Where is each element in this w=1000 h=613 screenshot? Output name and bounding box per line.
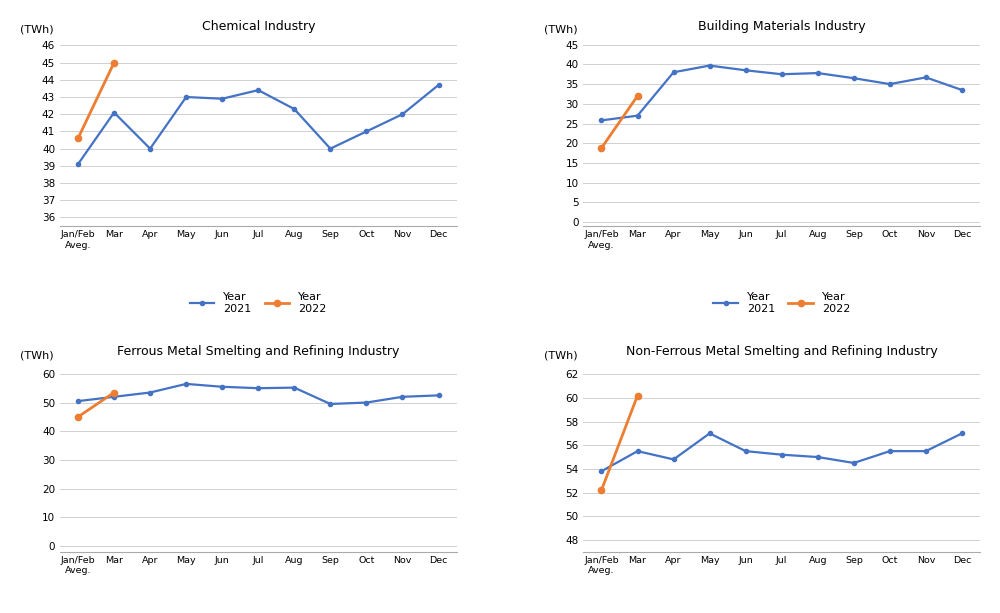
Title: Building Materials Industry: Building Materials Industry (698, 20, 866, 33)
Year
2022 (595, 487, 607, 494)
Year
2021 (252, 384, 264, 392)
Year
2021 (668, 455, 680, 463)
Line: Year
2021: Year 2021 (599, 432, 964, 473)
Title: Chemical Industry: Chemical Industry (202, 20, 315, 33)
Year
2021 (740, 447, 752, 455)
Year
2021 (632, 112, 644, 120)
Line: Year
2022: Year 2022 (75, 389, 117, 420)
Year
2021 (108, 109, 120, 116)
Year
2021 (920, 447, 932, 455)
Year
2021 (920, 74, 932, 81)
Year
2021 (848, 459, 860, 466)
Year
2021 (704, 62, 716, 69)
Year
2021 (956, 86, 968, 94)
Year
2021 (595, 116, 607, 124)
Year
2022 (632, 392, 644, 399)
Year
2021 (180, 380, 192, 387)
Line: Year
2021: Year 2021 (76, 382, 441, 406)
Title: Non-Ferrous Metal Smelting and Refining Industry: Non-Ferrous Metal Smelting and Refining … (626, 346, 938, 359)
Year
2021 (72, 397, 84, 405)
Year
2021 (668, 69, 680, 76)
Year
2021 (180, 93, 192, 101)
Year
2021 (848, 75, 860, 82)
Year
2021 (740, 67, 752, 74)
Year
2021 (216, 383, 228, 390)
Year
2021 (884, 80, 896, 88)
Year
2021 (776, 451, 788, 459)
Text: (TWh): (TWh) (544, 25, 577, 35)
Year
2022 (72, 413, 84, 421)
Year
2021 (433, 392, 445, 399)
Year
2021 (144, 389, 156, 396)
Year
2021 (812, 69, 824, 77)
Legend: Year
2021, Year
2022: Year 2021, Year 2022 (190, 292, 327, 314)
Legend: Year
2021, Year
2022: Year 2021, Year 2022 (713, 292, 850, 314)
Year
2021 (632, 447, 644, 455)
Year
2022 (632, 93, 644, 100)
Year
2021 (396, 110, 408, 118)
Year
2022 (108, 59, 120, 66)
Title: Ferrous Metal Smelting and Refining Industry: Ferrous Metal Smelting and Refining Indu… (117, 346, 399, 359)
Year
2021 (252, 86, 264, 94)
Year
2021 (216, 95, 228, 102)
Year
2021 (595, 468, 607, 475)
Year
2021 (288, 105, 300, 113)
Year
2021 (72, 161, 84, 168)
Year
2021 (433, 82, 445, 89)
Year
2021 (360, 399, 372, 406)
Line: Year
2022: Year 2022 (598, 392, 641, 493)
Year
2021 (956, 430, 968, 437)
Year
2022 (595, 144, 607, 151)
Line: Year
2022: Year 2022 (598, 93, 641, 151)
Text: (TWh): (TWh) (544, 351, 577, 360)
Year
2021 (360, 128, 372, 135)
Year
2021 (324, 145, 336, 152)
Year
2021 (396, 393, 408, 400)
Year
2021 (812, 454, 824, 461)
Text: (TWh): (TWh) (20, 25, 54, 35)
Year
2021 (776, 70, 788, 78)
Text: (TWh): (TWh) (20, 351, 54, 360)
Year
2021 (704, 430, 716, 437)
Year
2021 (884, 447, 896, 455)
Line: Year
2021: Year 2021 (76, 83, 441, 166)
Year
2022 (72, 135, 84, 142)
Year
2022 (108, 389, 120, 396)
Line: Year
2021: Year 2021 (599, 64, 964, 123)
Line: Year
2022: Year 2022 (75, 59, 117, 142)
Year
2021 (108, 393, 120, 400)
Year
2021 (324, 400, 336, 408)
Year
2021 (288, 384, 300, 391)
Year
2021 (144, 145, 156, 152)
